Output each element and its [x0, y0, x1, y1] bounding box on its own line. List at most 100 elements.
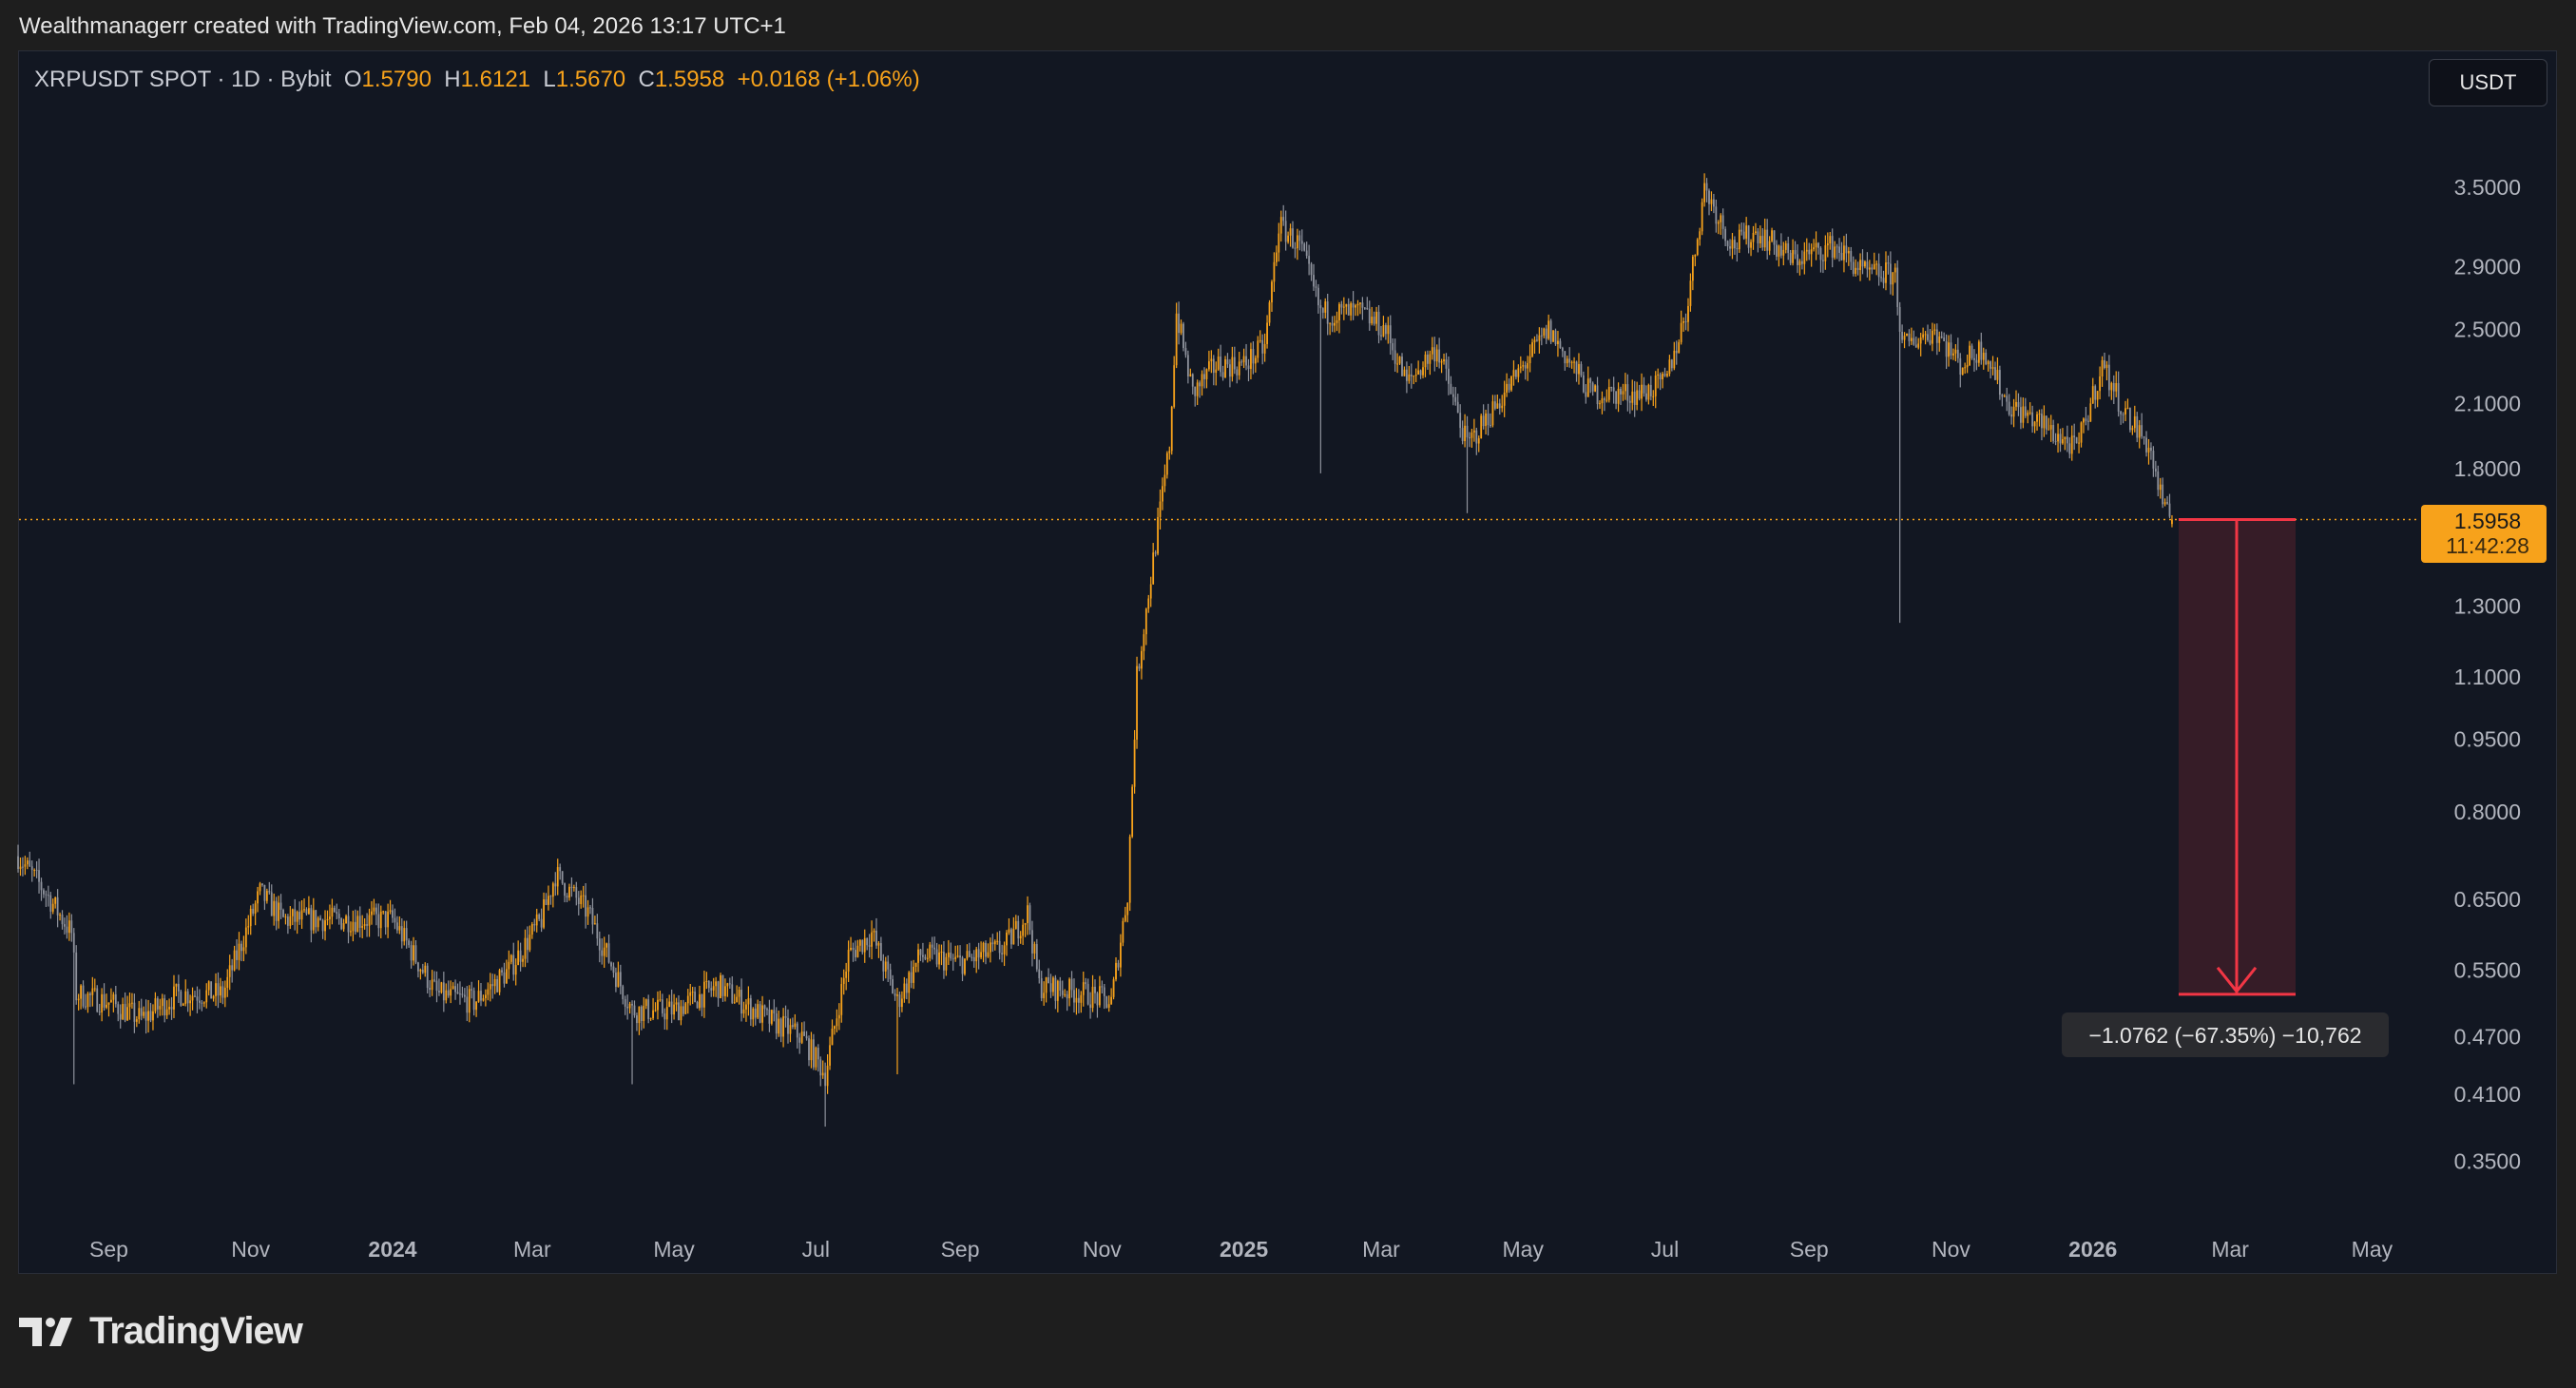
candle: [1759, 225, 1761, 248]
candle: [22, 857, 24, 877]
currency-button[interactable]: USDT: [2429, 59, 2547, 106]
candle-body: [779, 1018, 782, 1037]
candle-body: [82, 985, 85, 1007]
measure-label-bg: [2062, 1012, 2389, 1057]
candle-body: [2045, 415, 2047, 430]
candle: [310, 904, 313, 943]
candle-body: [1472, 430, 1475, 433]
candle-body: [1101, 986, 1104, 988]
candle-body: [892, 979, 894, 994]
candle: [766, 1007, 768, 1015]
candle-body: [628, 1003, 631, 1009]
candle: [2022, 397, 2025, 429]
candle-body: [1359, 302, 1361, 304]
candle-body: [726, 983, 729, 987]
candle: [2101, 356, 2104, 387]
candle-body: [1773, 230, 1776, 245]
candle: [1887, 255, 1890, 275]
candle: [1422, 361, 1424, 378]
candle: [796, 1021, 798, 1049]
candle-body: [308, 908, 310, 915]
candle: [1845, 233, 1848, 263]
price-axis[interactable]: 3.50002.90002.50002.10001.80001.30001.10…: [2421, 175, 2547, 1174]
candle-body: [326, 918, 329, 921]
candle-body: [842, 977, 845, 984]
candle: [1994, 361, 1996, 380]
chart-pane[interactable]: [18, 50, 2557, 1274]
candle: [675, 997, 678, 1012]
candle-body: [1040, 977, 1043, 998]
candle-body: [663, 1012, 666, 1020]
candle-body: [1098, 986, 1101, 1006]
candle: [1736, 241, 1739, 262]
candle-body: [2008, 401, 2010, 414]
candle: [603, 936, 606, 968]
candle-body: [1342, 306, 1345, 308]
candle-body: [1696, 239, 1699, 255]
candle: [1805, 238, 1808, 261]
candle-body: [1964, 367, 1967, 369]
candle: [1678, 339, 1681, 354]
candle-body: [1496, 403, 1499, 409]
candle-body: [220, 986, 221, 996]
time-tick-label: Mar: [1362, 1237, 1400, 1262]
candle-body: [1580, 363, 1583, 376]
candle: [2020, 396, 2022, 430]
candle-body: [773, 1010, 776, 1014]
candle: [1331, 316, 1334, 333]
candle-body: [661, 999, 663, 1013]
candle-body: [564, 883, 566, 896]
time-axis[interactable]: Sep Nov 2024 Mar May Jul Sep Nov 2025 Mar May Jul Se…: [89, 1237, 2393, 1262]
candle-body: [1847, 251, 1850, 254]
candle: [606, 942, 608, 957]
candle: [1352, 291, 1355, 320]
price-tick-label: 3.5000: [2454, 175, 2521, 200]
candle: [1289, 223, 1292, 247]
tradingview-logo[interactable]: TradingView: [19, 1310, 303, 1353]
measure-tool[interactable]: −1.0762 (−67.35%) −10,762: [2062, 517, 2389, 1057]
candle: [438, 978, 440, 996]
candle-body: [933, 947, 936, 950]
candle-body: [2052, 425, 2055, 441]
candle-body: [1221, 372, 1224, 378]
candle-body: [2003, 395, 2006, 397]
candle-body: [249, 908, 252, 927]
candle: [49, 892, 52, 919]
candle: [2163, 498, 2166, 507]
candle-body: [1599, 403, 1601, 405]
candle-body: [1510, 376, 1512, 391]
candle-body: [1003, 945, 1006, 954]
candle: [1359, 302, 1361, 315]
candle-body: [1149, 584, 1152, 599]
candle: [61, 910, 64, 930]
candle: [1647, 383, 1650, 405]
candle: [261, 883, 263, 887]
candle: [633, 1000, 636, 1018]
candle: [408, 938, 411, 948]
candle: [1787, 237, 1790, 260]
candle-body: [296, 912, 298, 922]
candle-body: [317, 917, 319, 928]
candle: [1027, 896, 1028, 935]
candle: [702, 971, 705, 1018]
candle: [1431, 337, 1433, 360]
candle: [712, 977, 715, 997]
candle: [2157, 465, 2160, 497]
candle: [1152, 543, 1155, 585]
time-tick-label: Mar: [2211, 1237, 2249, 1262]
candle-body: [2152, 451, 2155, 469]
candle: [72, 928, 75, 1085]
candle: [556, 858, 559, 896]
candle-body: [707, 980, 710, 989]
candle: [2064, 436, 2067, 451]
candle: [2094, 384, 2097, 409]
candle-body: [1154, 552, 1157, 554]
candle: [2078, 432, 2080, 453]
candle: [903, 976, 906, 1003]
candle: [966, 944, 969, 961]
candle-body: [1019, 935, 1022, 939]
candle: [768, 999, 771, 1032]
candle: [463, 988, 466, 1003]
candle-body: [442, 982, 445, 1001]
